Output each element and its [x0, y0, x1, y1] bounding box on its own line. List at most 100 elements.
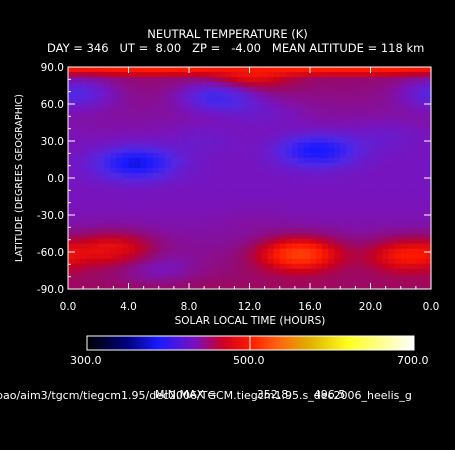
heatmap-cell	[237, 248, 245, 255]
heatmap-cell	[140, 107, 148, 114]
heatmap-cell	[273, 147, 281, 154]
heatmap-cell	[273, 248, 281, 255]
heatmap-cell	[370, 198, 378, 204]
heatmap-cell	[237, 162, 245, 169]
heatmap-cell	[104, 72, 111, 78]
heatmap-cell	[158, 102, 166, 108]
heatmap-cell	[122, 87, 130, 93]
heatmap-cell	[74, 132, 81, 139]
heatmap-cell	[273, 67, 281, 73]
heatmap-cell	[328, 72, 335, 78]
heatmap-cell	[170, 67, 178, 73]
heatmap-cell	[128, 157, 136, 164]
heatmap-cell	[243, 77, 251, 83]
heatmap-cell	[352, 243, 359, 250]
heatmap-cell	[303, 203, 311, 209]
heatmap-cell	[310, 82, 317, 88]
heatmap-cell	[424, 97, 432, 103]
heatmap-cell	[328, 122, 335, 129]
heatmap-cell	[80, 102, 87, 108]
heatmap-cell	[400, 147, 408, 154]
heatmap-cell	[334, 172, 341, 179]
heatmap-cell	[273, 102, 281, 108]
heatmap-cell	[195, 178, 202, 184]
heatmap-cell	[189, 87, 196, 93]
heatmap-cell	[231, 248, 238, 255]
heatmap-cell	[334, 268, 341, 275]
heatmap-cell	[207, 263, 214, 270]
heatmap-cell	[201, 188, 208, 194]
heatmap-cell	[346, 127, 353, 134]
heatmap-cell	[219, 178, 226, 184]
heatmap-cell	[134, 157, 142, 164]
heatmap-cell	[122, 162, 130, 169]
heatmap-cell	[418, 167, 426, 174]
heatmap-cell	[273, 188, 281, 194]
heatmap-cell	[98, 223, 105, 230]
heatmap-cell	[189, 253, 196, 260]
heatmap-cell	[128, 258, 136, 265]
heatmap-cell	[291, 97, 299, 103]
heatmap-cell	[98, 77, 105, 83]
heatmap-cell	[406, 193, 414, 199]
heatmap-cell	[219, 147, 226, 154]
heatmap-cell	[412, 132, 420, 139]
heatmap-cell	[207, 142, 214, 149]
heatmap-cell	[424, 67, 432, 73]
heatmap-cell	[346, 233, 353, 240]
heatmap-cell	[146, 172, 154, 179]
heatmap-cell	[207, 157, 214, 164]
heatmap-cell	[158, 188, 166, 194]
heatmap-cell	[334, 223, 341, 230]
heatmap-cell	[358, 278, 366, 285]
heatmap-cell	[207, 92, 214, 98]
heatmap-cell	[74, 102, 81, 108]
heatmap-cell	[291, 137, 299, 144]
heatmap-cell	[201, 107, 208, 114]
heatmap-cell	[267, 147, 275, 154]
heatmap-cell	[152, 127, 160, 134]
heatmap-cell	[231, 92, 238, 98]
heatmap-cell	[104, 112, 111, 119]
heatmap-cell	[164, 82, 172, 88]
heatmap-cell	[225, 67, 232, 73]
heatmap-cell	[267, 253, 275, 260]
heatmap-cell	[364, 82, 372, 88]
heatmap-cell	[104, 253, 111, 260]
heatmap-cell	[134, 137, 142, 144]
heatmap-cell	[225, 92, 232, 98]
heatmap-cell	[249, 102, 257, 108]
heatmap-cell	[328, 263, 335, 270]
heatmap-cell	[376, 208, 384, 214]
heatmap-cell	[189, 112, 196, 119]
heatmap-cell	[418, 253, 426, 260]
heatmap-cell	[340, 218, 347, 225]
heatmap-cell	[406, 213, 414, 219]
heatmap-cell	[400, 112, 408, 119]
heatmap-cell	[86, 107, 93, 114]
heatmap-cell	[74, 107, 81, 114]
heatmap-cell	[98, 127, 105, 134]
heatmap-cell	[376, 248, 384, 255]
heatmap-cell	[316, 178, 323, 184]
heatmap-cell	[152, 218, 160, 225]
heatmap-cell	[364, 248, 372, 255]
heatmap-cell	[110, 167, 117, 174]
heatmap-cell	[358, 102, 366, 108]
heatmap-cell	[279, 127, 287, 134]
heatmap-cell	[158, 172, 166, 179]
heatmap-cell	[322, 172, 329, 179]
heatmap-cell	[243, 137, 251, 144]
heatmap-cell	[376, 67, 384, 73]
heatmap-cell	[164, 142, 172, 149]
heatmap-cell	[110, 268, 117, 275]
heatmap-cell	[98, 172, 105, 179]
heatmap-cell	[376, 273, 384, 280]
heatmap-cell	[406, 107, 414, 114]
heatmap-cell	[249, 193, 257, 199]
heatmap-cell	[116, 72, 124, 78]
heatmap-cell	[152, 112, 160, 119]
heatmap-cell	[213, 82, 220, 88]
heatmap-cell	[74, 243, 81, 250]
heatmap-cell	[400, 278, 408, 285]
